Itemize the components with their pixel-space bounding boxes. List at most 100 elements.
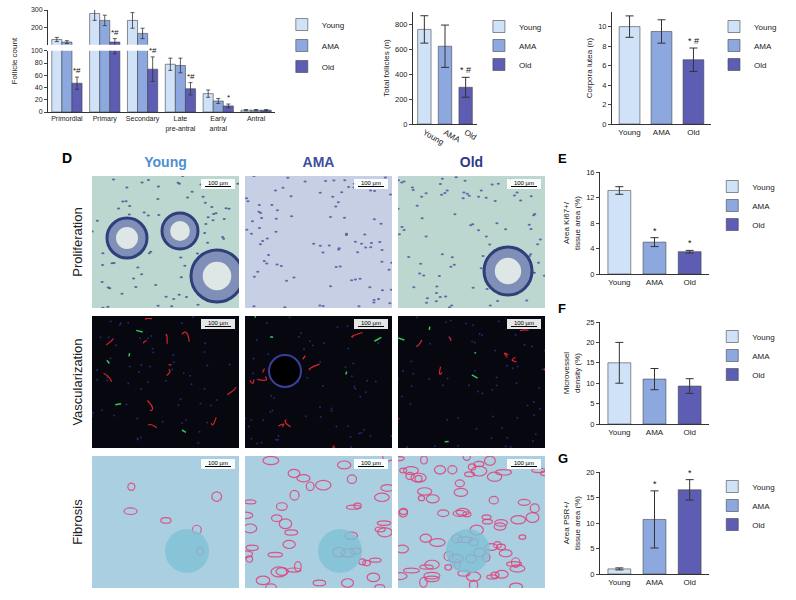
svg-text:100 µm: 100 µm xyxy=(514,460,534,466)
svg-text:AMA: AMA xyxy=(754,42,772,51)
svg-text:Young: Young xyxy=(519,23,541,32)
svg-text:0: 0 xyxy=(590,420,594,429)
svg-text:10: 10 xyxy=(586,379,594,388)
svg-text:6: 6 xyxy=(602,61,606,70)
svg-text:20: 20 xyxy=(586,338,594,347)
svg-text:200: 200 xyxy=(395,95,408,104)
svg-text:Old: Old xyxy=(683,428,695,437)
svg-text:100 µm: 100 µm xyxy=(361,320,381,326)
svg-text:10: 10 xyxy=(598,22,606,31)
svg-text:*#: *# xyxy=(111,28,119,37)
svg-text:AMA: AMA xyxy=(646,278,664,287)
svg-text:AMA: AMA xyxy=(752,502,770,511)
svg-text:100: 100 xyxy=(31,47,43,54)
svg-text:5: 5 xyxy=(590,544,594,553)
svg-text:20: 20 xyxy=(586,468,594,477)
svg-text:15: 15 xyxy=(586,358,594,367)
svg-text:8: 8 xyxy=(602,42,606,51)
svg-text:Latepre-antral: Latepre-antral xyxy=(165,115,195,132)
svg-text:Old: Old xyxy=(752,371,764,380)
svg-text:100 µm: 100 µm xyxy=(208,460,228,466)
svg-text:4: 4 xyxy=(590,244,594,253)
svg-text:AMA: AMA xyxy=(646,578,664,587)
svg-text:AMA: AMA xyxy=(752,352,770,361)
svg-text:*: * xyxy=(653,226,657,236)
svg-text:0: 0 xyxy=(590,570,594,579)
svg-text:AMA: AMA xyxy=(752,202,770,211)
svg-text:10: 10 xyxy=(586,519,594,528)
svg-text:Young: Young xyxy=(608,578,630,587)
svg-text:*: * xyxy=(688,238,692,248)
svg-text:5: 5 xyxy=(590,399,594,408)
svg-text:4: 4 xyxy=(602,81,606,90)
svg-text:*: * xyxy=(227,93,230,102)
svg-text:Old: Old xyxy=(322,63,334,72)
svg-text:* #: * # xyxy=(460,65,471,75)
svg-text:*#: *# xyxy=(73,66,81,75)
svg-text:Old: Old xyxy=(519,61,531,70)
svg-text:25: 25 xyxy=(586,318,594,327)
svg-text:0: 0 xyxy=(590,270,594,279)
svg-text:Old: Old xyxy=(754,61,766,70)
svg-text:100 µm: 100 µm xyxy=(514,180,534,186)
svg-text:Young: Young xyxy=(608,428,630,437)
svg-text:*: * xyxy=(653,479,657,489)
svg-text:0: 0 xyxy=(39,108,43,115)
svg-text:E: E xyxy=(558,151,567,166)
svg-text:G: G xyxy=(558,451,568,466)
svg-text:12: 12 xyxy=(586,193,594,202)
svg-text:2: 2 xyxy=(602,100,606,109)
svg-text:AMA: AMA xyxy=(442,128,462,145)
svg-text:AMA: AMA xyxy=(653,128,671,137)
svg-text:100 µm: 100 µm xyxy=(208,320,228,326)
svg-text:300: 300 xyxy=(31,6,43,13)
svg-text:Young: Young xyxy=(752,333,774,342)
svg-text:Follicle count: Follicle count xyxy=(10,37,19,84)
svg-text:200: 200 xyxy=(31,24,43,31)
svg-text:*: * xyxy=(688,468,692,478)
svg-text:Young: Young xyxy=(752,183,774,192)
svg-text:Young: Young xyxy=(754,23,776,32)
svg-text:Old: Old xyxy=(752,521,764,530)
svg-text:Young: Young xyxy=(421,128,445,147)
svg-text:Microvesseldensity (%): Microvesseldensity (%) xyxy=(562,352,581,394)
svg-text:F: F xyxy=(558,301,566,316)
svg-text:Area Ki67+/tissue area (%): Area Ki67+/tissue area (%) xyxy=(562,196,581,250)
svg-text:Primary: Primary xyxy=(93,115,118,123)
svg-text:0: 0 xyxy=(602,120,606,129)
svg-text:AMA: AMA xyxy=(519,42,537,51)
svg-text:AMA: AMA xyxy=(322,42,340,51)
svg-text:600: 600 xyxy=(395,45,408,54)
svg-text:Young: Young xyxy=(322,21,344,30)
svg-text:800: 800 xyxy=(395,20,408,29)
svg-text:15: 15 xyxy=(586,493,594,502)
svg-text:Area PSR+/tissue area (%): Area PSR+/tissue area (%) xyxy=(562,496,581,550)
svg-text:*#: *# xyxy=(187,72,195,81)
svg-text:8: 8 xyxy=(590,219,594,228)
svg-text:Secondary: Secondary xyxy=(126,115,160,123)
svg-text:80: 80 xyxy=(35,59,43,66)
svg-text:100 µm: 100 µm xyxy=(514,320,534,326)
svg-text:0: 0 xyxy=(403,120,407,129)
svg-text:Old: Old xyxy=(752,221,764,230)
svg-text:100 µm: 100 µm xyxy=(208,180,228,186)
svg-text:Primordial: Primordial xyxy=(51,115,83,122)
svg-text:40: 40 xyxy=(35,84,43,91)
svg-text:AMA: AMA xyxy=(646,428,664,437)
svg-text:Old: Old xyxy=(687,128,699,137)
svg-text:100 µm: 100 µm xyxy=(361,460,381,466)
svg-text:16: 16 xyxy=(586,168,594,177)
svg-text:Old: Old xyxy=(463,128,478,142)
svg-text:Earlyantral: Earlyantral xyxy=(209,115,227,131)
svg-text:400: 400 xyxy=(395,70,408,79)
svg-text:Antral: Antral xyxy=(247,115,266,122)
svg-text:Young: Young xyxy=(618,128,640,137)
svg-text:100 µm: 100 µm xyxy=(361,180,381,186)
svg-text:*#: *# xyxy=(149,46,157,55)
svg-text:Corpora lutea (n): Corpora lutea (n) xyxy=(585,37,594,98)
svg-text:Young: Young xyxy=(752,483,774,492)
svg-text:Total follicles (n): Total follicles (n) xyxy=(382,39,391,97)
svg-text:* #: * # xyxy=(688,36,699,46)
svg-text:Young: Young xyxy=(608,278,630,287)
svg-text:Old: Old xyxy=(683,578,695,587)
